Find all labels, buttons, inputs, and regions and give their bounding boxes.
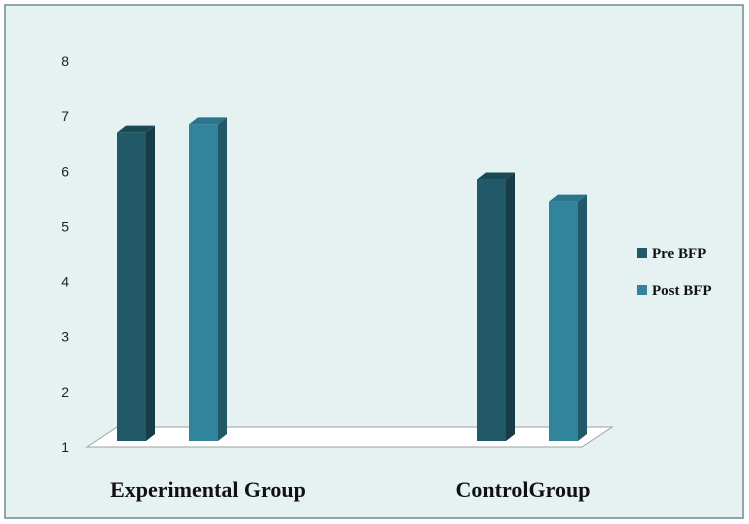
y-tick-label: 2 xyxy=(61,384,69,400)
legend-swatch xyxy=(637,285,647,295)
y-tick-label: 6 xyxy=(61,163,69,179)
bar-side-face xyxy=(146,125,155,441)
category-label: Experimental Group xyxy=(110,477,306,502)
category-label: ControlGroup xyxy=(456,477,591,502)
legend-label: Pre BFP xyxy=(652,246,706,262)
y-tick-label: 8 xyxy=(61,53,69,69)
bar-top-face xyxy=(117,125,155,133)
y-axis-ticks: 1 2 3 4 5 6 7 8 xyxy=(61,53,69,455)
bar-front-face xyxy=(549,201,578,441)
bar-top-face xyxy=(549,194,587,202)
y-tick-label: 7 xyxy=(61,108,69,124)
y-tick-label: 1 xyxy=(61,439,69,455)
bar-post-bfp xyxy=(189,117,227,442)
legend-swatch xyxy=(637,248,647,258)
category-labels: Experimental Group ControlGroup xyxy=(110,477,590,502)
legend-item: Pre BFP xyxy=(637,246,706,262)
legend-label: Post BFP xyxy=(652,283,712,299)
legend-item: Post BFP xyxy=(637,283,712,299)
bar-pre-bfp xyxy=(477,172,515,442)
chart-floor xyxy=(85,426,614,448)
y-tick-label: 5 xyxy=(61,218,69,234)
bars-group xyxy=(117,117,587,442)
bar-front-face xyxy=(189,124,218,442)
bar-side-face xyxy=(506,172,515,442)
bar-side-face xyxy=(218,117,227,442)
bar-front-face xyxy=(477,179,506,442)
y-tick-label: 3 xyxy=(61,329,69,345)
bar-pre-bfp xyxy=(117,125,155,441)
y-tick-label: 4 xyxy=(61,274,69,290)
bar-front-face xyxy=(117,132,146,441)
bar-top-face xyxy=(477,172,515,180)
bar-side-face xyxy=(578,194,587,441)
bar-top-face xyxy=(189,117,227,125)
bar-post-bfp xyxy=(549,194,587,441)
legend: Pre BFP Post BFP xyxy=(637,246,712,299)
